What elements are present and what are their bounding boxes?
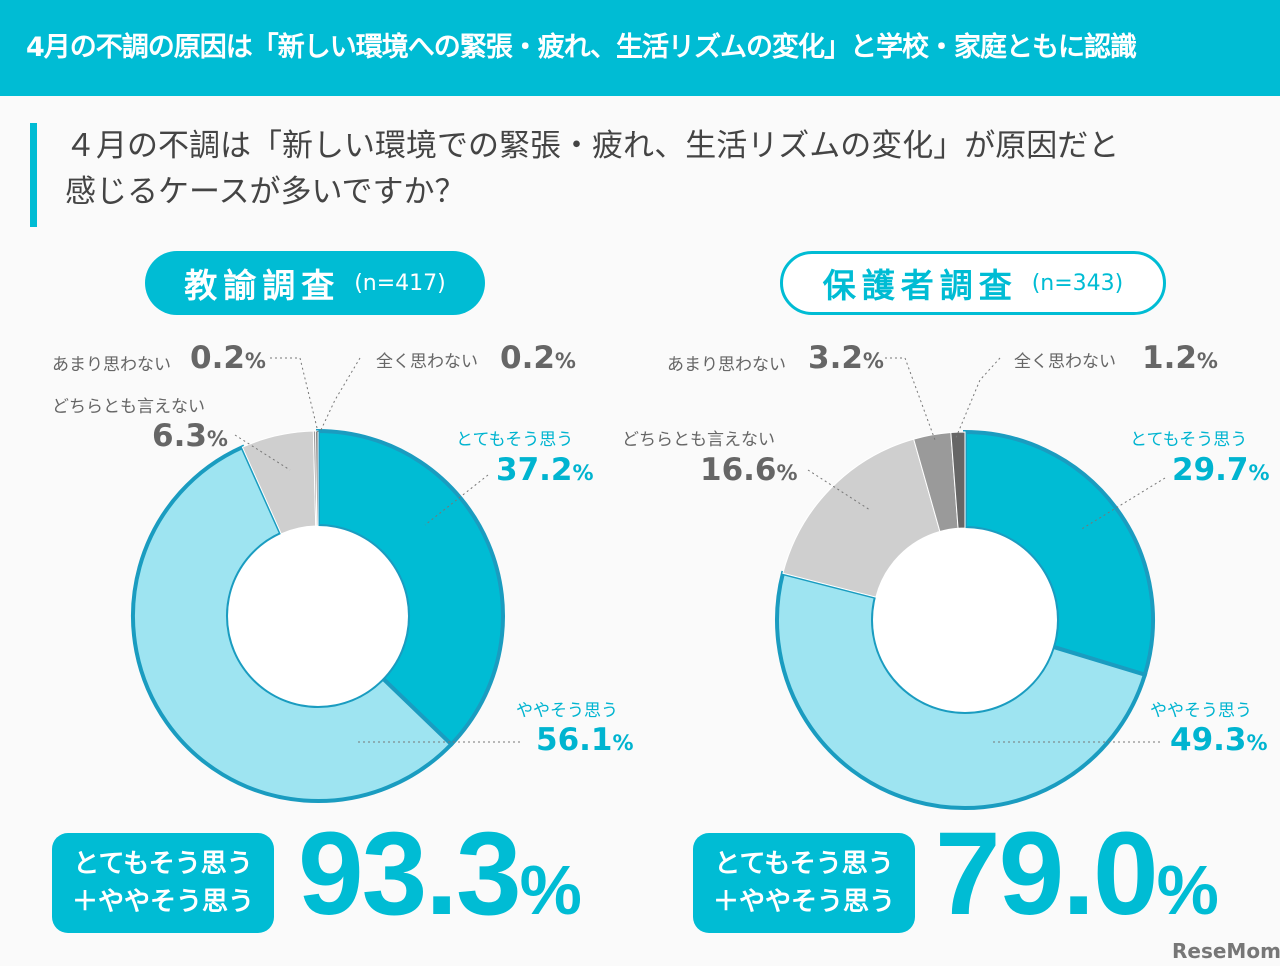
- value: 49.3%: [1170, 722, 1268, 758]
- label: あまり思わない: [52, 355, 171, 375]
- label: とてもそう思う: [1130, 430, 1248, 450]
- leader-line: [885, 357, 936, 441]
- value: 56.1%: [536, 722, 634, 758]
- leader-line: [270, 357, 319, 433]
- value: 1.2%: [1142, 340, 1218, 376]
- value: 0.2%: [190, 340, 266, 376]
- leader-line: [807, 469, 871, 511]
- leader-line: [954, 357, 1001, 441]
- parent-summary-value: 79.0%: [935, 808, 1219, 940]
- teacher-title: 教諭調査: [184, 266, 341, 305]
- parent-summary-label: とてもそう思う ＋ややそう思う: [693, 833, 915, 933]
- donut-hole: [228, 526, 408, 706]
- label: ややそう思う: [516, 701, 618, 721]
- value: 37.2%: [496, 452, 594, 488]
- teacher-survey-title: 教諭調査 (n=417): [145, 251, 485, 315]
- value: 3.2%: [808, 340, 884, 376]
- teacher-n: (n=417): [354, 270, 446, 296]
- teacher-summary-label: とてもそう思う ＋ややそう思う: [52, 833, 274, 933]
- resemom-logo: ReseMom: [1172, 939, 1280, 963]
- leader-line: [234, 434, 291, 471]
- parent-n: (n=343): [1031, 270, 1124, 296]
- value: 0.2%: [500, 340, 576, 376]
- label: ややそう思う: [1150, 701, 1252, 721]
- leader-line: [319, 357, 361, 433]
- question-line-2: 感じるケースが多いですか？: [65, 174, 466, 210]
- leader-line: [424, 474, 489, 526]
- question: ４月の不調は「新しい環境での緊張・疲れ、生活リズムの変化」が原因だと 感じるケース…: [30, 123, 1250, 227]
- value: 29.7%: [1172, 452, 1270, 488]
- leader-line: [1079, 477, 1166, 531]
- value: 6.3%: [152, 418, 228, 454]
- parent-title: 保護者調査: [822, 266, 1018, 305]
- label: どちらとも言えない: [52, 397, 205, 417]
- label: とてもそう思う: [456, 430, 574, 450]
- label: 全く思わない: [376, 352, 478, 372]
- value: 16.6%: [700, 452, 798, 488]
- label: 全く思わない: [1014, 352, 1116, 372]
- donut-segment-0-0: [316, 428, 505, 748]
- label: どちらとも言えない: [622, 430, 775, 450]
- donut-hole: [873, 528, 1057, 712]
- teacher-summary-value: 93.3%: [298, 808, 582, 940]
- parent-survey-title: 保護者調査 (n=343): [780, 251, 1166, 315]
- label: あまり思わない: [667, 355, 786, 375]
- question-line-1: ４月の不調は「新しい環境での緊張・疲れ、生活リズムの変化」が原因だと: [65, 128, 1120, 164]
- header-title: 4月の不調の原因は「新しい環境への緊張・疲れ、生活リズムの変化」と学校・家庭とも…: [0, 0, 1280, 96]
